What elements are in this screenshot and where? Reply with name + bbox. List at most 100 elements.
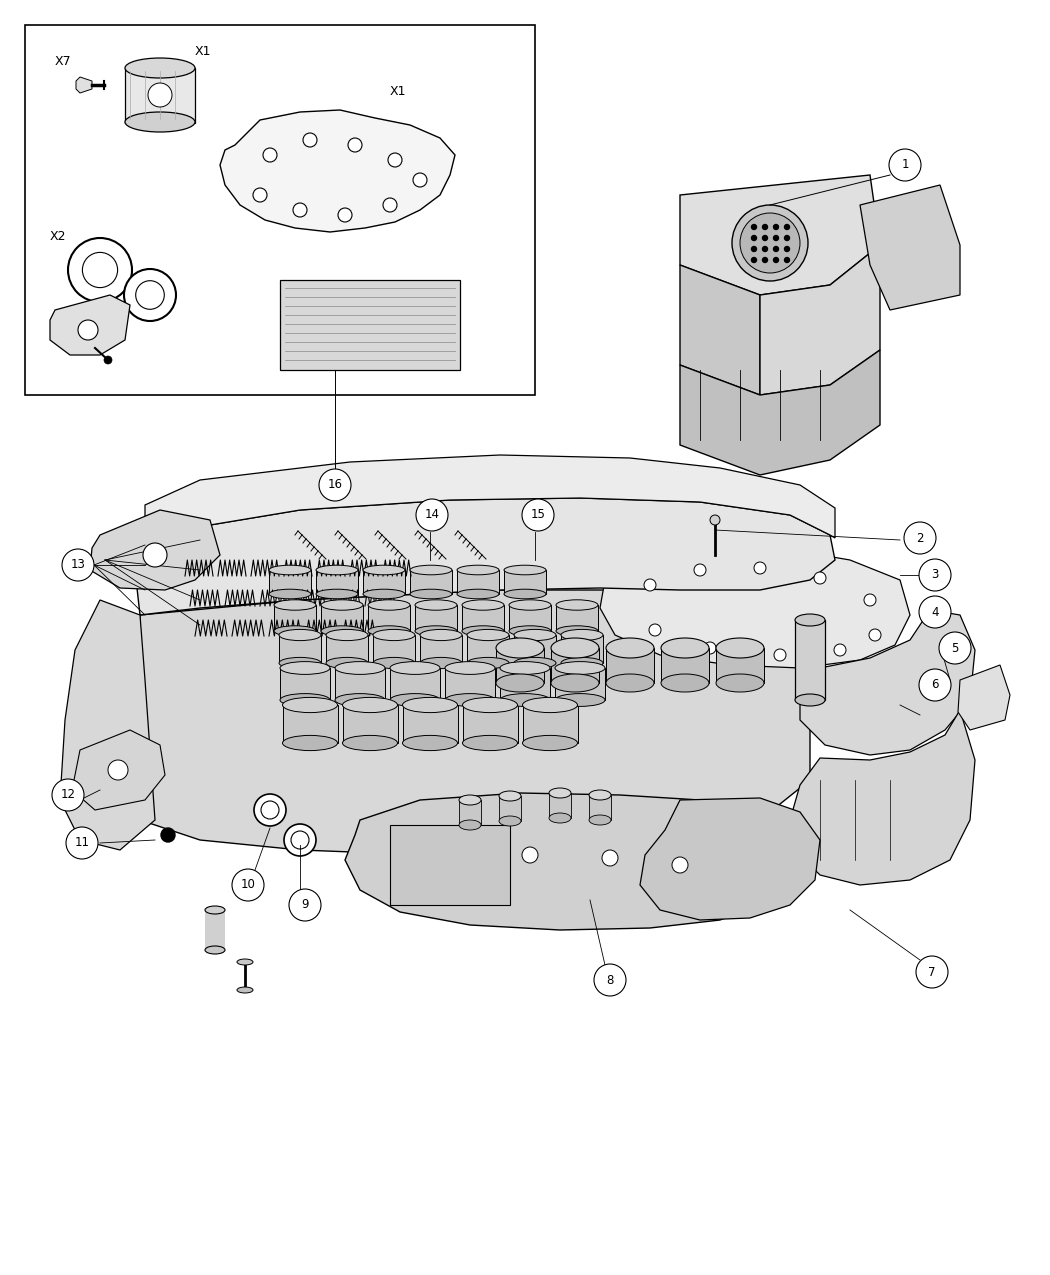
Circle shape — [348, 138, 362, 152]
Ellipse shape — [420, 658, 462, 668]
Bar — [459, 799, 481, 825]
Ellipse shape — [551, 674, 598, 692]
Circle shape — [108, 760, 128, 780]
Circle shape — [644, 579, 656, 592]
Text: 3: 3 — [931, 569, 939, 581]
Bar — [269, 570, 311, 594]
Bar — [467, 635, 509, 663]
Bar — [363, 570, 405, 594]
Circle shape — [594, 964, 626, 996]
Bar — [373, 635, 415, 663]
Text: 10: 10 — [240, 878, 255, 891]
Circle shape — [135, 280, 164, 310]
Text: 14: 14 — [424, 509, 440, 521]
Circle shape — [68, 238, 132, 302]
Bar — [556, 606, 598, 631]
Ellipse shape — [402, 697, 458, 713]
Circle shape — [291, 831, 309, 849]
Circle shape — [774, 258, 778, 263]
Text: 6: 6 — [931, 678, 939, 691]
Circle shape — [732, 205, 808, 280]
Bar — [606, 648, 654, 683]
Ellipse shape — [368, 626, 410, 636]
Circle shape — [82, 252, 118, 288]
Bar — [457, 570, 499, 594]
Ellipse shape — [457, 565, 499, 575]
Bar — [403, 705, 458, 743]
Circle shape — [869, 629, 881, 641]
Ellipse shape — [459, 820, 481, 830]
Text: 2: 2 — [917, 532, 924, 544]
Circle shape — [338, 208, 352, 222]
Bar — [499, 796, 521, 821]
Bar — [284, 705, 338, 743]
Circle shape — [62, 550, 94, 581]
Ellipse shape — [561, 630, 603, 640]
Circle shape — [864, 594, 876, 606]
Text: X1: X1 — [390, 85, 406, 98]
Polygon shape — [145, 455, 835, 555]
Circle shape — [649, 623, 662, 636]
Bar — [662, 648, 709, 683]
Circle shape — [253, 187, 267, 201]
Circle shape — [289, 889, 321, 921]
Circle shape — [904, 521, 936, 555]
Circle shape — [293, 203, 307, 217]
Ellipse shape — [274, 599, 316, 611]
Ellipse shape — [606, 674, 654, 692]
Ellipse shape — [321, 626, 363, 636]
Circle shape — [413, 173, 427, 187]
Ellipse shape — [504, 565, 546, 575]
Ellipse shape — [415, 626, 457, 636]
Circle shape — [784, 246, 790, 251]
Ellipse shape — [237, 959, 253, 965]
Bar — [205, 910, 225, 950]
Polygon shape — [860, 185, 960, 310]
Circle shape — [784, 236, 790, 241]
Ellipse shape — [551, 638, 598, 658]
Text: X2: X2 — [50, 230, 66, 244]
Polygon shape — [76, 76, 92, 93]
Circle shape — [784, 224, 790, 229]
Circle shape — [814, 572, 826, 584]
Circle shape — [261, 801, 279, 819]
Bar — [549, 793, 571, 819]
Circle shape — [916, 956, 948, 988]
Circle shape — [939, 632, 971, 664]
Circle shape — [388, 153, 402, 167]
Circle shape — [762, 258, 768, 263]
Circle shape — [834, 644, 846, 657]
Ellipse shape — [274, 626, 316, 636]
Bar — [555, 668, 605, 700]
Circle shape — [104, 356, 112, 363]
Polygon shape — [790, 710, 975, 885]
Bar — [343, 705, 398, 743]
Circle shape — [416, 499, 448, 530]
Ellipse shape — [390, 662, 440, 674]
Circle shape — [784, 258, 790, 263]
Circle shape — [303, 133, 317, 147]
Ellipse shape — [462, 697, 518, 713]
Circle shape — [919, 595, 951, 629]
Ellipse shape — [499, 790, 521, 801]
Ellipse shape — [415, 599, 457, 611]
Bar — [316, 570, 358, 594]
Circle shape — [752, 246, 756, 251]
Ellipse shape — [555, 662, 605, 674]
Bar — [551, 648, 598, 683]
Polygon shape — [60, 601, 155, 850]
Ellipse shape — [606, 638, 654, 658]
Ellipse shape — [420, 630, 462, 640]
Ellipse shape — [716, 674, 764, 692]
Circle shape — [704, 643, 716, 654]
Ellipse shape — [125, 112, 195, 133]
Circle shape — [754, 562, 766, 574]
Ellipse shape — [237, 987, 253, 993]
Ellipse shape — [335, 694, 385, 706]
Ellipse shape — [561, 658, 603, 668]
Ellipse shape — [373, 658, 415, 668]
Ellipse shape — [662, 674, 709, 692]
Ellipse shape — [363, 565, 405, 575]
Bar — [321, 606, 363, 631]
Text: 15: 15 — [530, 509, 545, 521]
